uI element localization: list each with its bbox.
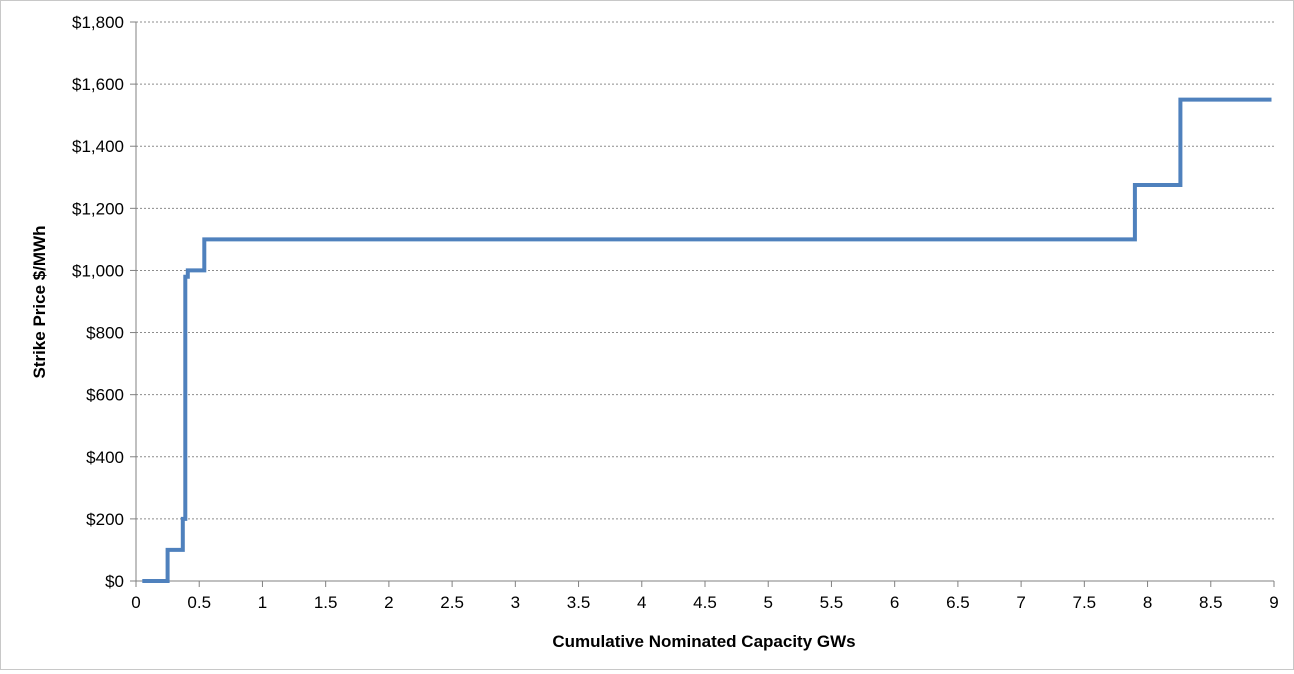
- x-tick-label: 6.5: [946, 593, 970, 612]
- x-tick-label: 0.5: [187, 593, 211, 612]
- y-tick-label: $600: [86, 386, 124, 405]
- y-tick-label: $400: [86, 448, 124, 467]
- x-tick-label: 2.5: [440, 593, 464, 612]
- y-tick-label: $1,600: [72, 75, 124, 94]
- x-tick-label: 1: [258, 593, 267, 612]
- y-tick-label: $0: [105, 572, 124, 591]
- axes: [130, 21, 1275, 587]
- x-tick-label: 4.5: [693, 593, 717, 612]
- x-tick-labels: 0 0.5 1 1.5 2 2.5 3 3.5 4 4.5 5 5.5 6 6.5 7 7.5 8 8.5 9: [131, 593, 1278, 612]
- x-tick-label: 2: [384, 593, 393, 612]
- x-tick-label: 3.5: [567, 593, 591, 612]
- y-tick-label: $1,800: [72, 13, 124, 32]
- x-tick-label: 8.5: [1199, 593, 1223, 612]
- y-tick-labels: $0 $200 $400 $600 $800 $1,000 $1,200 $1,400 $1,6…: [72, 13, 124, 591]
- x-tick-label: 0: [131, 593, 140, 612]
- x-tick-label: 5: [763, 593, 772, 612]
- y-tick-label: $800: [86, 324, 124, 343]
- series: [142, 97, 1272, 583]
- y-tick-label: $1,000: [72, 261, 124, 280]
- x-tick-label: 5.5: [820, 593, 844, 612]
- y-tick-label: $200: [86, 510, 124, 529]
- y-tick-label: $1,200: [72, 199, 124, 218]
- x-tick-label: 7: [1016, 593, 1025, 612]
- x-tick-label: 8: [1143, 593, 1152, 612]
- y-tick-label: $1,400: [72, 137, 124, 156]
- x-tick-label: 7.5: [1073, 593, 1097, 612]
- y-axis-title: Strike Price $/MWh: [30, 225, 49, 378]
- x-tick-label: 6: [890, 593, 899, 612]
- x-tick-label: 9: [1269, 593, 1278, 612]
- x-tick-label: 1.5: [314, 593, 338, 612]
- gridlines: [136, 21, 1274, 520]
- x-axis-title: Cumulative Nominated Capacity GWs: [552, 632, 855, 651]
- x-tick-label: 3: [511, 593, 520, 612]
- x-tick-label: 4: [637, 593, 646, 612]
- series-line: [142, 97, 1272, 583]
